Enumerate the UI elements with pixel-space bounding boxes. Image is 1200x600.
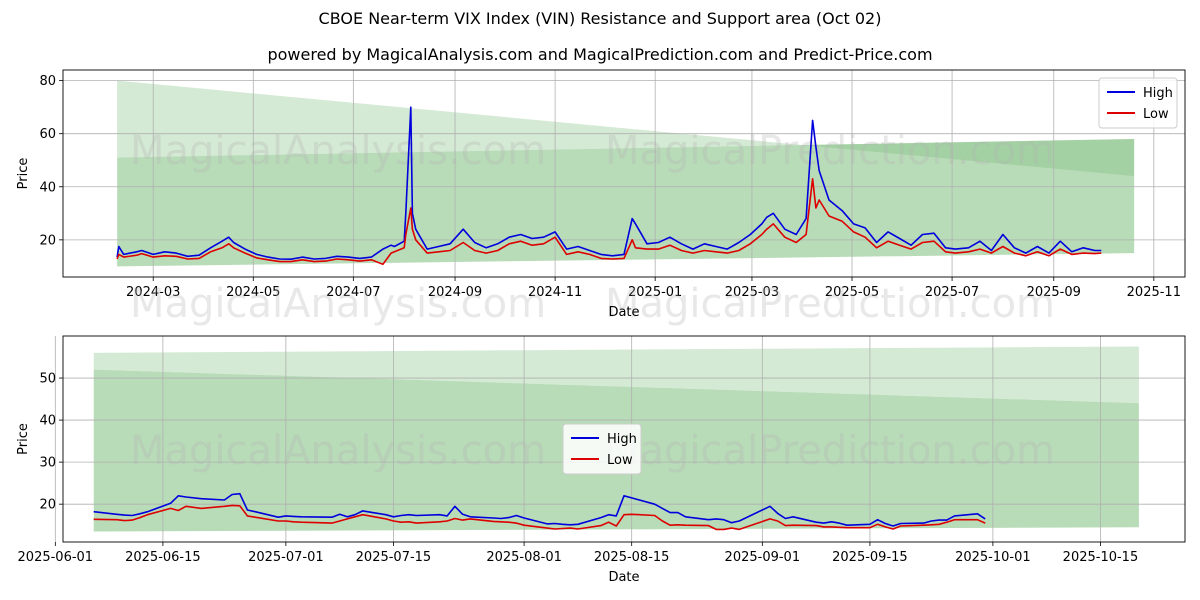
- resistance-band: [93, 346, 1139, 404]
- y-tick-label: 80: [39, 74, 56, 89]
- x-tick-label: 2025-08-15: [594, 550, 670, 565]
- x-tick-label: 2025-09-01: [725, 550, 801, 565]
- legend: High Low: [562, 423, 642, 475]
- y-tick-label: 20: [39, 498, 56, 513]
- x-tick-label: 2024-03: [126, 285, 180, 300]
- watermark-prediction: MagicalPrediction.com: [605, 281, 1055, 327]
- legend-label-high: High: [1143, 86, 1173, 101]
- x-tick-label: 2025-10-15: [1063, 550, 1139, 565]
- chart-title: CBOE Near-term VIX Index (VIN) Resistanc…: [318, 9, 882, 28]
- x-tick-label: 2025-06-01: [18, 550, 94, 565]
- watermark-prediction: MagicalPrediction.com: [605, 428, 1055, 474]
- x-tick-label: 2025-08-01: [486, 550, 562, 565]
- legend-box: [562, 423, 642, 475]
- watermark-analysis: MagicalAnalysis.com: [130, 281, 546, 327]
- watermark-analysis: MagicalAnalysis.com: [130, 128, 546, 174]
- x-tick-label: 2025-07-01: [248, 550, 324, 565]
- y-tick-label: 20: [39, 233, 56, 248]
- chart-subtitle: powered by MagicalAnalysis.com and Magic…: [267, 45, 933, 64]
- axes-frame: [62, 335, 1186, 543]
- x-tick-label: 2025-07: [925, 285, 979, 300]
- y-axis-label: Price: [16, 423, 31, 455]
- y-tick-label: 40: [39, 414, 56, 429]
- x-tick-label: 2025-01: [628, 285, 682, 300]
- legend-label-low: Low: [1143, 107, 1169, 122]
- axes-frame: [62, 69, 1186, 278]
- chart-panel-2: 2025-06-01 2025-06-15 2025-07-01 2025-07-15…: [16, 335, 1186, 585]
- x-tick-label: 2025-10-01: [955, 550, 1031, 565]
- x-tick-label: 2025-11: [1127, 285, 1181, 300]
- x-tick-label: 2025-05: [825, 285, 879, 300]
- support-band: [117, 139, 1135, 267]
- x-tick-label: 2025-06-15: [125, 550, 201, 565]
- y-tick-label: 40: [39, 180, 56, 195]
- y-tick-label: 60: [39, 127, 56, 142]
- y-tick-label: 30: [39, 456, 56, 471]
- y-tick-label: 50: [39, 372, 56, 387]
- watermark-analysis: MagicalAnalysis.com: [130, 428, 546, 474]
- x-axis-label: Date: [608, 305, 639, 320]
- series-line-low: [116, 178, 1102, 266]
- y-axis-label: Price: [16, 158, 31, 190]
- x-tick-label: 2024-07: [326, 285, 380, 300]
- series-line-low: [93, 504, 986, 531]
- x-tick-label: 2024-09: [428, 285, 482, 300]
- x-tick-label: 2025-07-15: [356, 550, 432, 565]
- x-tick-label: 2024-05: [226, 285, 280, 300]
- series-line-high: [93, 492, 986, 527]
- x-tick-label: 2025-09-15: [832, 550, 908, 565]
- legend-label-high: High: [607, 432, 637, 447]
- series-line-high: [116, 106, 1102, 261]
- x-tick-label: 2024-11: [528, 285, 582, 300]
- watermark-prediction: MagicalPrediction.com: [605, 128, 1055, 174]
- legend-box: [1098, 77, 1178, 129]
- chart-panel-1: 2024-03 2024-05 2024-07 2024-09 2024-11 2025-…: [16, 69, 1186, 327]
- legend-label-low: Low: [607, 453, 633, 468]
- x-axis-label: Date: [608, 570, 639, 585]
- x-tick-label: 2025-03: [725, 285, 779, 300]
- legend: High Low: [1098, 77, 1178, 129]
- x-tick-label: 2025-09: [1027, 285, 1081, 300]
